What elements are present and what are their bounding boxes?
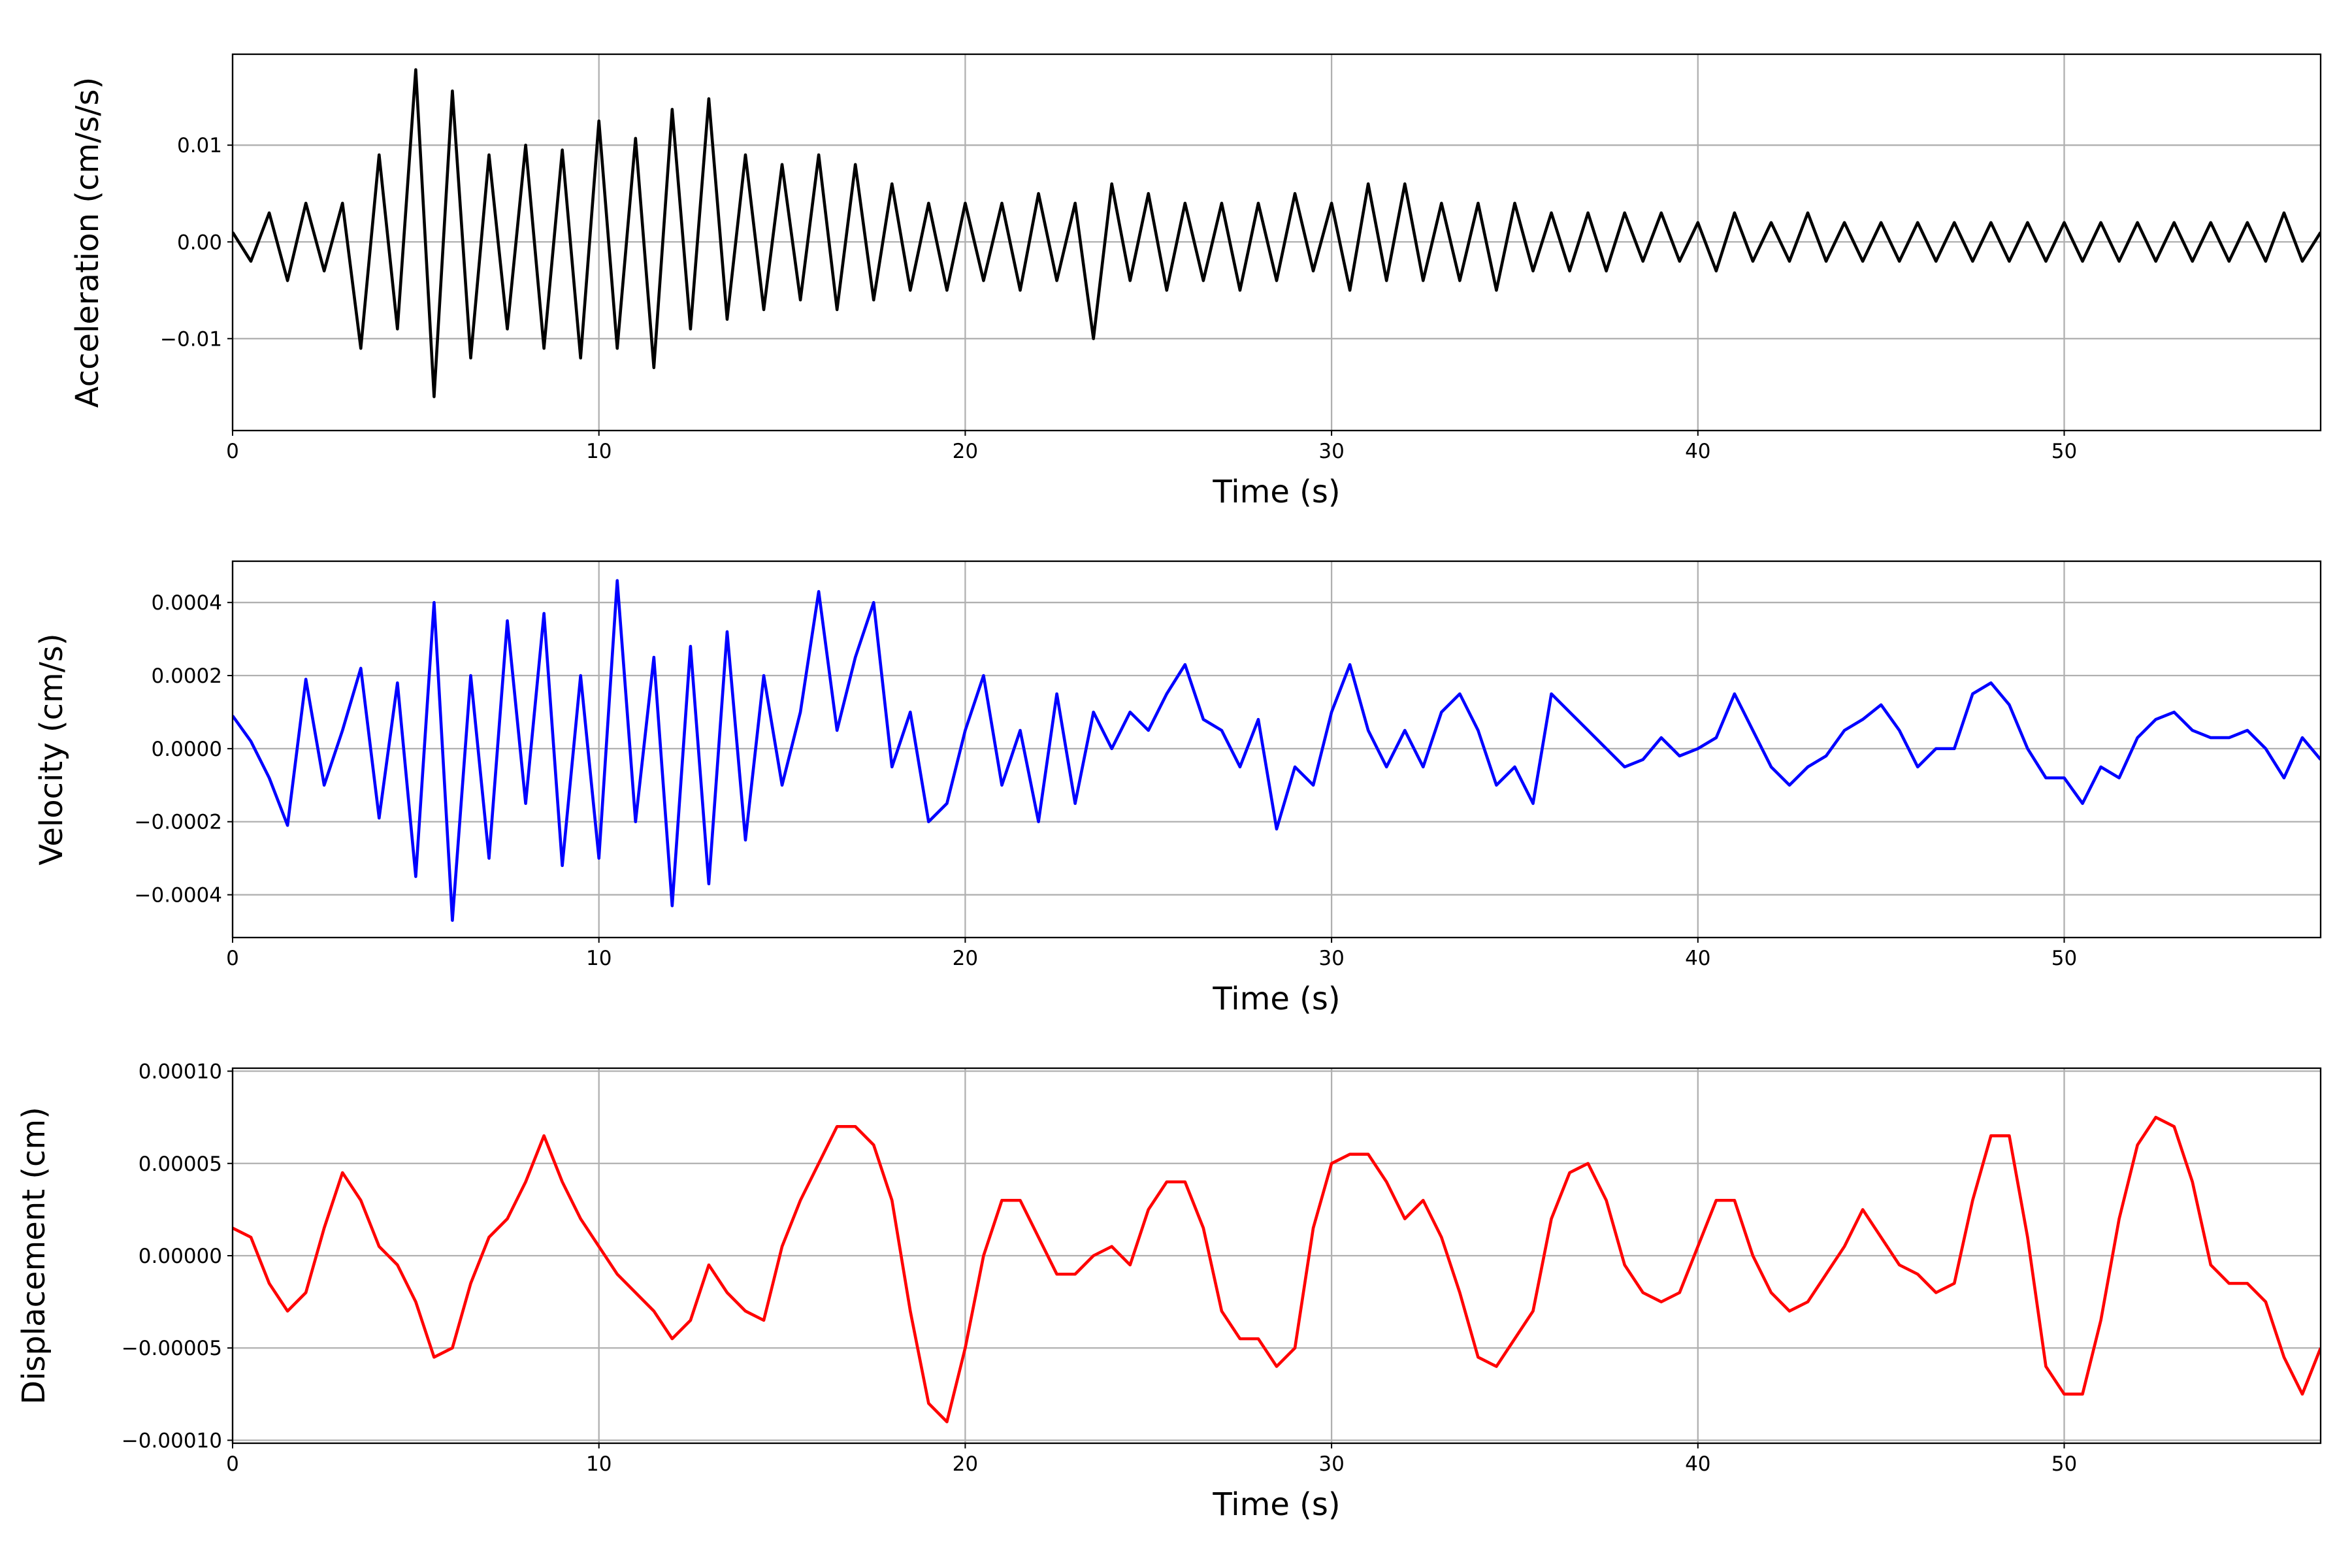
x-axis-label: Time (s) (1212, 981, 1340, 1017)
y-tick-label: −0.01 (160, 327, 222, 351)
data-line (233, 1115, 2321, 1424)
plot-frame (231, 53, 2322, 432)
x-tick-label: 30 (1318, 947, 1344, 970)
y-axis-label: Displacement (cm) (16, 1107, 52, 1405)
y-axis-label: Velocity (cm/s) (33, 633, 70, 865)
x-tick-label: 50 (2051, 1452, 2077, 1476)
data-line (233, 68, 2321, 399)
y-tick-label: 0.01 (177, 134, 222, 157)
x-tick-label: 10 (586, 440, 612, 463)
data-line (233, 579, 2321, 923)
y-tick-label: −0.00005 (122, 1337, 222, 1360)
y-tick-label: 0.00 (177, 231, 222, 254)
y-axis-label: Acceleration (cm/s/s) (69, 77, 106, 408)
y-tick-label: 0.0000 (152, 738, 222, 761)
y-tick-label: 0.0004 (152, 591, 222, 615)
x-tick-label: 0 (226, 440, 239, 463)
y-tick-label: −0.00010 (122, 1429, 222, 1452)
x-axis-label: Time (s) (1212, 1486, 1340, 1523)
y-tick-label: 0.0002 (152, 664, 222, 688)
x-tick-label: 20 (953, 947, 978, 970)
x-axis-label: Time (s) (1212, 474, 1340, 510)
y-tick-label: 0.00005 (139, 1152, 222, 1176)
y-tick-label: −0.0004 (135, 884, 222, 907)
x-tick-label: 30 (1318, 1452, 1344, 1476)
x-tick-label: 20 (953, 440, 978, 463)
plot-frame (231, 560, 2322, 939)
y-tick-label: 0.00000 (139, 1245, 222, 1268)
x-tick-label: 50 (2051, 440, 2077, 463)
x-tick-label: 40 (1685, 947, 1710, 970)
x-tick-label: 20 (953, 1452, 978, 1476)
x-tick-label: 40 (1685, 440, 1710, 463)
x-tick-label: 40 (1685, 1452, 1710, 1476)
y-tick-label: 0.00010 (139, 1060, 222, 1084)
y-tick-label: −0.0002 (135, 811, 222, 834)
x-tick-label: 10 (586, 947, 612, 970)
x-tick-label: 0 (226, 1452, 239, 1476)
x-tick-label: 30 (1318, 440, 1344, 463)
x-tick-label: 0 (226, 947, 239, 970)
x-tick-label: 50 (2051, 947, 2077, 970)
x-tick-label: 10 (586, 1452, 612, 1476)
plot-frame (231, 1067, 2322, 1445)
